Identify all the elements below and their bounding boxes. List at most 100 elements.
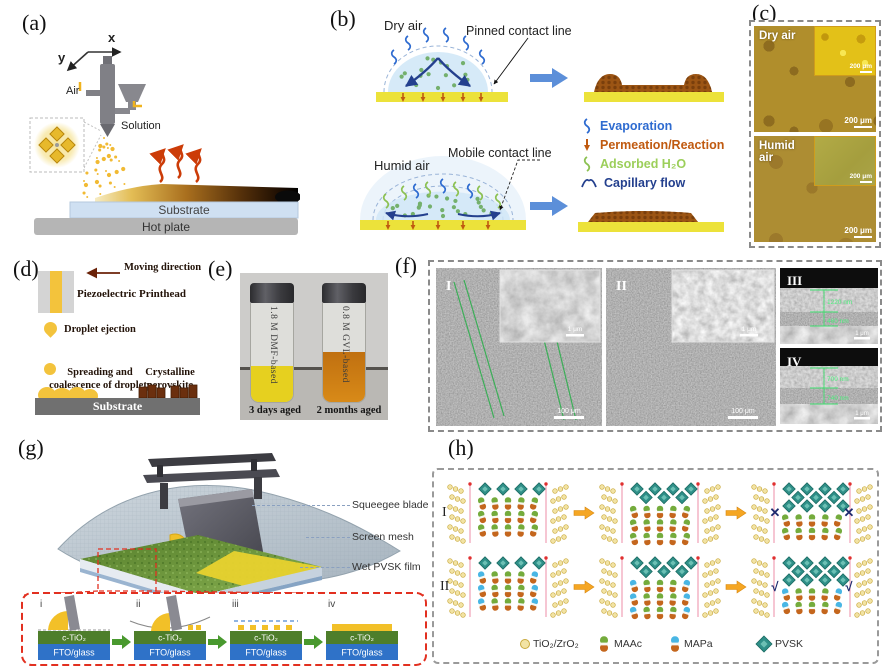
gvl-caption: 2 months aged [316,405,382,416]
thickness-annotations [810,367,838,405]
falling-droplet-icon [44,363,56,375]
spreading-label-1: Spreading and [67,367,133,378]
dry-air-inset-micrograph: 200 μm [814,26,876,76]
stage-arrow-3 [304,635,323,649]
droplet-icon [41,319,60,338]
vial-dmf-text: 1.8 M DMF-based [268,306,278,384]
svg-text:1 μm: 1 μm [855,411,868,417]
spray-nozzle-icon [78,56,146,137]
printhead-icon [38,271,74,313]
svg-text:c-TiO₂: c-TiO₂ [350,633,374,643]
capillary-flow-icon [581,178,597,188]
zoom-region-box [97,548,157,592]
dry-air-title: Dry air [384,18,423,33]
svg-text:FTO/glass: FTO/glass [53,648,95,658]
sem-image-2: 1 μm 100 μm II [606,268,776,426]
svg-text:FTO/glass: FTO/glass [245,648,287,658]
svg-text:√: √ [845,579,853,594]
humid-air-inset-micrograph: 200 μm [814,136,876,186]
panel-g-label: (g) [18,435,44,460]
coffee-ring-deposit [594,74,712,92]
crystalline-label-2: perovskite [146,380,194,391]
substrate-humid-result [578,222,724,232]
deposits-art [38,384,198,398]
stage-iv: iv c-TiO₂ FTO/glass [326,599,398,660]
svg-text:FTO/glass: FTO/glass [149,648,191,658]
svg-text:1 μm: 1 μm [855,331,868,337]
vial-dmf: 1.8 M DMF-based [250,283,294,405]
uniform-film-deposit [588,211,698,222]
svg-text:c-TiO₂: c-TiO₂ [158,633,182,643]
svg-text:II: II [616,279,627,294]
squeegee-frame-icon [143,453,280,509]
legend-mapa-label: MAPa [684,638,713,650]
adsorbed-water-icon [583,156,591,172]
moving-direction-label: Moving direction [124,262,202,273]
svg-text:1 μm: 1 μm [742,326,757,333]
pinned-contact-pointer [493,37,529,85]
stage-arrow-2 [208,635,227,649]
spray-coating-schematic [29,47,300,235]
sem-image-1: 1 μm 100 μm I [436,268,602,426]
capillary-arrows-humid [385,210,501,221]
hot-plate-bar [34,218,298,235]
mobile-contact-label: Mobile contact line [448,146,552,160]
stage-ii: ii c-TiO₂ FTO/glass [129,595,211,660]
printed-track-lines [453,279,577,421]
svg-text:iii: iii [232,599,239,610]
wet-film-leader-line [300,567,350,568]
stage-arrow-1 [112,635,131,649]
solute-dots-humid [390,193,494,219]
svg-text:i: i [40,599,42,610]
dmf-caption: 3 days aged [249,405,301,416]
drying-mechanism-schematic [360,27,724,232]
svg-text:✕: ✕ [770,505,781,520]
substrate-label: Substrate [92,399,143,413]
vial-cap [250,283,294,303]
svg-text:740 nm: 740 nm [827,395,849,402]
air-label: Air [66,85,80,97]
printhead-label: Piezoelectric Printhead [77,288,187,300]
dmf-solution [251,366,293,402]
svg-text:c-TiO₂: c-TiO₂ [62,633,86,643]
mesh-leader-line [306,537,350,538]
panel-e-label: (e) [208,256,233,281]
sem-cross-section-3: 1220 nm 460 nm 1 μm III [780,268,878,344]
legend-permeation: Permeation/Reaction [580,137,724,153]
sem-1-inset [500,270,600,342]
svg-text:700 nm: 700 nm [827,376,849,383]
substrate-dry-result [584,92,724,102]
substrate-humid [360,220,526,230]
axis-x-label: x [108,30,116,45]
vial-gvl: 0.8 M GVL-based [322,283,366,405]
moving-direction-arrow [86,267,120,279]
humid-air-title: Humid air [374,158,430,173]
panel-f-box: 1 μm 100 μm I 1 μm 100 μm II 122 [428,260,882,432]
legend-adsorbed-h2o: Adsorbed H₂O [580,156,686,172]
squeegee-leader-line [252,505,350,506]
wet-film-label: Wet PVSK film [352,561,421,573]
stage-iii: iii c-TiO₂ FTO/glass [230,599,302,660]
dry-air-micrograph-label: Dry air [759,30,796,42]
screen-mesh-label: Screen mesh [352,531,414,543]
panel-h-box [432,468,879,664]
svg-text:✕: ✕ [844,505,855,520]
svg-text:iv: iv [328,599,335,610]
svg-text:100 μm: 100 μm [557,408,581,415]
svg-text:460 nm: 460 nm [827,318,849,325]
svg-text:I: I [446,279,451,294]
screen-printing-art: i c-TiO₂ FTO/glass ii c-TiO₂ FTO/glass [21,453,427,666]
panel-a-label: (a) [22,10,47,35]
thickness-annotations [810,289,838,327]
spreading-label-2: coalescence of droplets [49,380,151,391]
crystallization-schematic: ✕ ✕ √ √ I II TiO₂/ZrO₂ MAAc MAPa PVSK [430,437,885,669]
dry-air-micrograph: Dry air 200 μm 200 μm [754,26,876,132]
svg-text:c-TiO₂: c-TiO₂ [254,633,278,643]
substrate-label: Substrate [158,203,210,217]
perovskite-film [95,184,298,202]
pinned-contact-label: Pinned contact line [466,24,572,38]
panel-b-label: (b) [330,6,356,31]
gvl-solution [323,352,365,402]
panel-d-label: (d) [13,256,39,281]
svg-text:√: √ [771,579,779,594]
